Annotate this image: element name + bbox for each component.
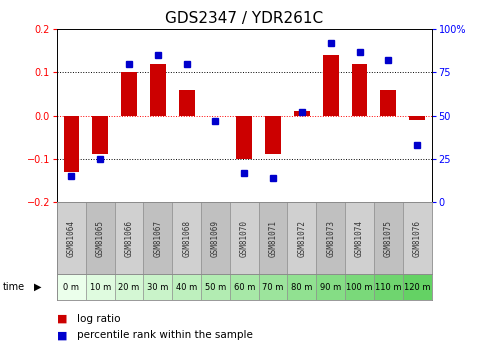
Text: ■: ■ [57,331,67,340]
Bar [265,116,281,155]
Text: 70 m: 70 m [262,283,284,292]
Bar [201,202,230,274]
Text: 90 m: 90 m [320,283,341,292]
Text: 40 m: 40 m [176,283,197,292]
Bar [316,202,345,274]
Bar [57,202,86,274]
Text: 60 m: 60 m [234,283,255,292]
Bar [374,202,403,274]
Text: time: time [2,282,25,292]
Bar [86,274,115,300]
Bar [288,202,316,274]
Bar [172,202,201,274]
Bar [352,64,368,116]
Bar [121,72,137,116]
Text: 20 m: 20 m [119,283,140,292]
Bar [143,202,172,274]
Bar [57,274,86,300]
Bar [230,274,259,300]
Bar [86,202,115,274]
Bar [230,202,259,274]
Bar [150,64,166,116]
Bar [409,116,425,120]
Text: 50 m: 50 m [205,283,226,292]
Bar [143,274,172,300]
Bar [374,274,403,300]
Text: GSM81069: GSM81069 [211,219,220,257]
Text: percentile rank within the sample: percentile rank within the sample [77,331,253,340]
Bar [345,274,374,300]
Bar [115,202,143,274]
Bar [92,116,108,155]
Text: GSM81064: GSM81064 [67,219,76,257]
Text: log ratio: log ratio [77,314,121,324]
Text: 120 m: 120 m [404,283,431,292]
Text: 30 m: 30 m [147,283,169,292]
Bar [323,55,339,116]
Text: ■: ■ [57,314,67,324]
Bar [403,202,432,274]
Text: GSM81073: GSM81073 [326,219,335,257]
Bar [259,202,288,274]
Text: 110 m: 110 m [375,283,402,292]
Text: 0 m: 0 m [63,283,79,292]
Text: GSM81074: GSM81074 [355,219,364,257]
Bar [237,116,252,159]
Bar [201,274,230,300]
Bar [259,274,288,300]
Text: GSM81065: GSM81065 [96,219,105,257]
Text: GSM81070: GSM81070 [240,219,249,257]
Text: 80 m: 80 m [291,283,312,292]
Text: GSM81066: GSM81066 [124,219,133,257]
Bar [63,116,79,171]
Text: ▶: ▶ [34,282,41,292]
Text: GSM81076: GSM81076 [413,219,422,257]
Text: GSM81075: GSM81075 [384,219,393,257]
Bar [403,274,432,300]
Text: GSM81067: GSM81067 [153,219,162,257]
Bar [316,274,345,300]
Text: GSM81072: GSM81072 [298,219,307,257]
Text: GSM81068: GSM81068 [182,219,191,257]
Bar [288,274,316,300]
Text: 100 m: 100 m [346,283,373,292]
Text: GSM81071: GSM81071 [269,219,278,257]
Bar [115,274,143,300]
Bar [179,90,194,116]
Bar [380,90,396,116]
Bar [345,202,374,274]
Text: GDS2347 / YDR261C: GDS2347 / YDR261C [165,11,323,26]
Text: 10 m: 10 m [90,283,111,292]
Bar [172,274,201,300]
Bar [294,111,310,116]
